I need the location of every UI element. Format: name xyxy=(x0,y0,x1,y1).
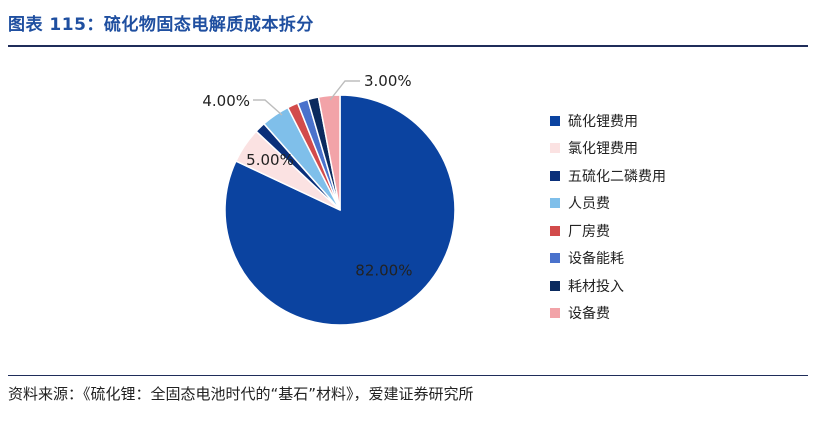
source-note: 资料来源：《硫化锂：全固态电池时代的“基石”材料》，爱建证券研究所 xyxy=(8,385,474,403)
legend-label: 耗材投入 xyxy=(568,278,624,295)
legend-item-1: 硫化锂费用 xyxy=(550,107,666,135)
data-label-2: 5.00% xyxy=(246,151,294,169)
data-label-1: 82.00% xyxy=(355,261,412,279)
leader-line-3pct xyxy=(329,80,360,101)
legend-item-4: 人员费 xyxy=(550,190,666,218)
legend-item-5: 厂房费 xyxy=(550,217,666,245)
chart-legend: 硫化锂费用氯化锂费用五硫化二磷费用 人员费厂房费设备能耗耗材投入设备费 xyxy=(550,107,666,327)
legend-label: 硫化锂费用 xyxy=(568,113,638,130)
legend-swatch xyxy=(550,225,560,236)
legend-item-8: 设备费 xyxy=(550,300,666,328)
legend-item-3: 五硫化二磷费用 xyxy=(550,162,666,190)
legend-swatch xyxy=(550,143,560,154)
legend-swatch xyxy=(550,308,560,319)
chart-title: 图表 115：硫化物固态电解质成本拆分 xyxy=(8,15,314,35)
legend-swatch xyxy=(550,170,560,181)
footer-divider xyxy=(8,375,808,376)
legend-label: 厂房费 xyxy=(568,223,610,240)
pie-slice-8 xyxy=(317,94,341,211)
legend-label: 氯化锂费用 xyxy=(568,141,638,158)
legend-label: 五硫化二磷费用 xyxy=(568,168,666,185)
legend-swatch xyxy=(550,115,560,126)
legend-label: 设备费 xyxy=(568,306,610,323)
legend-item-7: 耗材投入 xyxy=(550,272,666,300)
data-label-8: 3.00% xyxy=(364,72,412,90)
legend-swatch xyxy=(550,280,560,291)
pie-chart: 82.00% 5.00% 4.00% 3.00% xyxy=(202,72,456,326)
legend-item-6: 设备能耗 xyxy=(550,245,666,273)
legend-swatch xyxy=(550,253,560,264)
legend-label: 设备能耗 xyxy=(568,251,624,268)
legend-item-2: 氯化锂费用 xyxy=(550,135,666,163)
leader-line-4pct xyxy=(253,99,283,116)
data-label-4: 4.00% xyxy=(202,92,250,110)
legend-swatch xyxy=(550,198,560,209)
title-divider xyxy=(8,45,808,47)
legend-label: 人员费 xyxy=(568,196,610,213)
